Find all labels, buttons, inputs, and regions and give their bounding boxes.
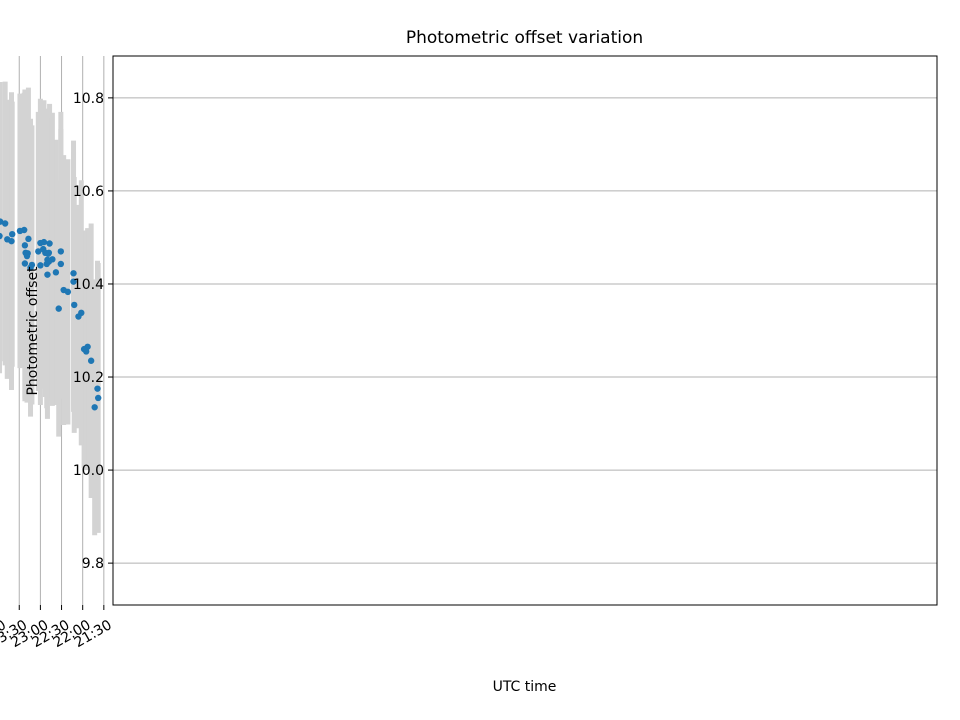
y-tick-label: 9.8 (82, 556, 104, 572)
data-point (52, 269, 60, 276)
data-point (40, 245, 47, 253)
y-tick-label: 10.4 (73, 277, 104, 293)
y-axis-label: Photometric offset (25, 266, 41, 396)
data-point (71, 301, 78, 309)
plot-frame (112, 55, 938, 606)
data-point (87, 357, 95, 364)
data-point (16, 227, 24, 235)
data-point (70, 270, 77, 277)
data-point (1, 220, 9, 227)
y-tick-label: 10.0 (73, 463, 104, 479)
data-point (46, 240, 53, 247)
data-point (80, 345, 88, 353)
data-point (35, 248, 42, 255)
data-point (37, 262, 44, 269)
data-point (9, 230, 16, 238)
data-point (21, 242, 29, 249)
y-tick-label: 10.2 (73, 370, 104, 386)
data-point (75, 313, 82, 320)
x-axis-label: UTC time (493, 679, 557, 695)
data-point (22, 249, 29, 257)
data-points (0, 218, 102, 411)
data-point (94, 394, 102, 402)
data-point (37, 239, 44, 247)
data-point (70, 278, 77, 285)
y-tick-label: 10.6 (73, 184, 104, 200)
data-point (60, 286, 67, 294)
chart-title: Photometric offset variation (406, 28, 643, 48)
data-point (21, 260, 29, 267)
data-point (4, 236, 11, 243)
data-point (55, 305, 62, 312)
data-point (57, 260, 65, 268)
data-point (0, 218, 4, 225)
data-point (57, 248, 65, 255)
data-point (91, 404, 98, 411)
data-point (94, 385, 101, 392)
y-tick-label: 10.8 (73, 91, 104, 107)
data-point (0, 232, 3, 240)
data-point (44, 271, 51, 278)
y-axis-ticks: 9.8 10.0 10.2 10.4 10.6 10.8 (73, 91, 113, 572)
data-point (25, 235, 32, 243)
data-point (43, 260, 50, 268)
data-point (27, 264, 34, 271)
